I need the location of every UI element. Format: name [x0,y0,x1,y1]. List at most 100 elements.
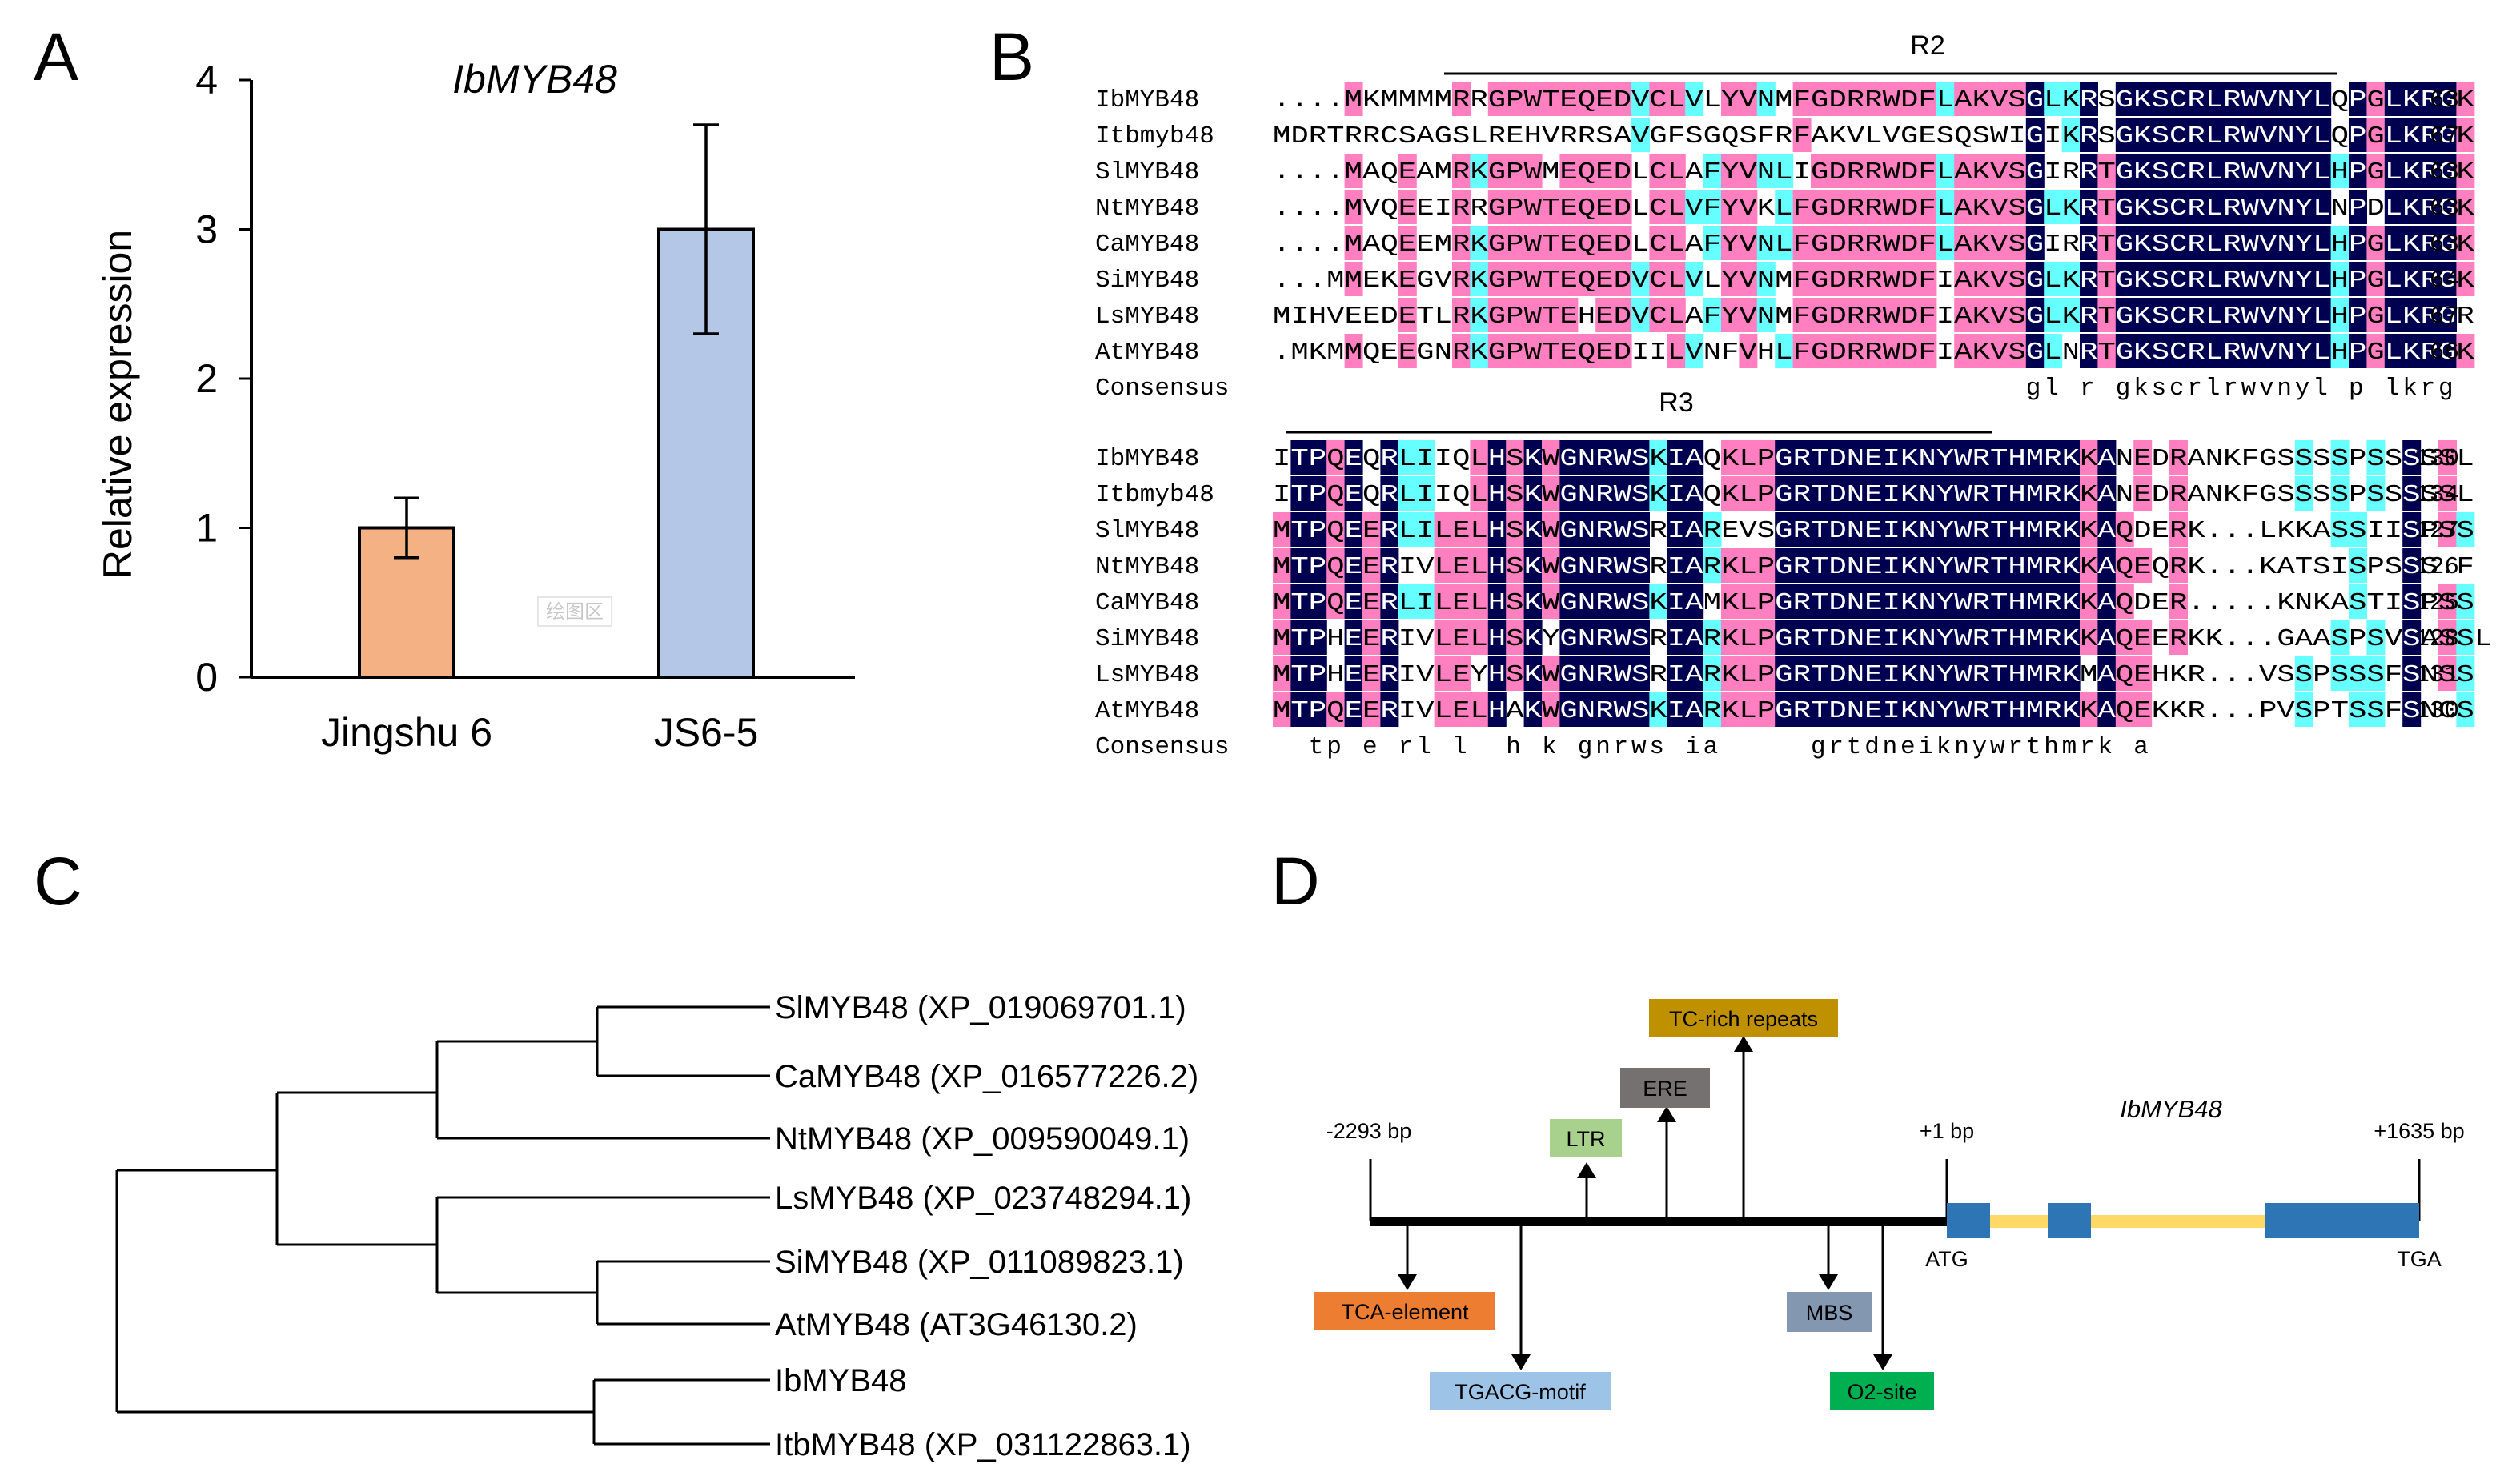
residue-highlight [1595,440,1615,475]
residue-highlight [2349,334,2367,368]
residue-highlight [1918,334,1937,368]
residue-highlight [1523,298,1543,332]
residue-highlight [2187,82,2206,116]
residue-highlight [2456,656,2475,691]
residue-highlight [1918,512,1937,547]
residue-highlight [2438,82,2457,116]
residue-highlight [1918,298,1937,332]
residue-highlight [1542,548,1560,583]
residue-highlight [2080,334,2098,368]
residue-highlight [1452,226,1471,260]
residue-highlight [1756,584,1776,619]
alignment-position: 131 [2414,661,2459,689]
residue-highlight [1542,656,1560,691]
residue-highlight [1703,692,1722,727]
residue-highlight [2061,82,2081,116]
residue-highlight [2115,512,2134,547]
residue-highlight [1828,298,1848,332]
residue-highlight [2008,226,2027,260]
y-axis-label: Relative expression [95,230,140,579]
residue-highlight [1972,82,1991,116]
svg-text:TCA-element: TCA-element [1341,1300,1469,1324]
residue-highlight [2349,692,2367,727]
residue-highlight [1667,190,1686,224]
residue-highlight [1344,226,1363,260]
residue-highlight [2223,154,2242,188]
residue-highlight [2330,476,2350,511]
residue-highlight [1470,226,1489,260]
residue-highlight [2044,440,2063,475]
residue-highlight [2151,118,2170,152]
residue-highlight [2349,118,2367,152]
residue-highlight [1308,548,1327,583]
tree-leaf-label: SlMYB48 (XP_019069701.1) [775,990,1186,1025]
residue-highlight [1900,584,1919,619]
residue-highlight [1631,620,1650,655]
bar-chart: IbMYB48 Relative expression 0 1 2 3 4 Jingsh… [95,57,855,755]
residue-highlight [1846,334,1865,368]
residue-highlight [2044,476,2063,511]
residue-highlight [1434,584,1453,619]
residue-highlight [1273,620,1291,655]
residue-highlight [1434,620,1453,655]
residue-highlight [2115,656,2134,691]
residue-highlight [1792,440,1812,475]
residue-highlight [1792,584,1812,619]
residue-highlight [2456,118,2475,152]
end-label: +1635 bp [2374,1119,2464,1143]
residue-highlight [1452,334,1471,368]
element-o2-site: O2-site [1830,1372,1934,1410]
residue-highlight [1811,548,1829,583]
residue-highlight [2008,190,2027,224]
residue-highlight [2294,154,2313,188]
residue-highlight [1972,548,1991,583]
residue-highlight [2025,118,2045,152]
residue-highlight [2438,190,2457,224]
residue-highlight [1506,548,1525,583]
residue-highlight [2438,298,2457,332]
residue-highlight [1936,154,1955,188]
residue-highlight [1954,512,1973,547]
residue-highlight [1631,82,1650,116]
residue-highlight [2061,692,2081,727]
residue-highlight [1990,476,2008,511]
residue-highlight [1487,226,1507,260]
residue-highlight [2097,656,2117,691]
residue-highlight [2008,548,2027,583]
residue-highlight [1577,620,1596,655]
residue-highlight [1918,692,1937,727]
residue-highlight [1452,298,1471,332]
residue-highlight [1918,262,1937,296]
residue-highlight [2187,298,2206,332]
residue-highlight [2330,262,2350,296]
residue-highlight [1775,620,1794,655]
residue-highlight [1487,154,1507,188]
residue-highlight [1470,548,1489,583]
residue-highlight [2061,584,2081,619]
residue-highlight [2080,440,2098,475]
residue-highlight [1649,154,1668,188]
residue-highlight [2080,82,2098,116]
y-tick-label: 4 [195,58,218,102]
residue-highlight [2277,334,2296,368]
residue-highlight [2205,262,2224,296]
residue-highlight [2277,82,2296,116]
residue-highlight [2205,226,2224,260]
residue-highlight [1631,548,1650,583]
residue-highlight [1649,190,1668,224]
residue-highlight [2330,334,2350,368]
residue-highlight [1739,190,1758,224]
residue-highlight [2008,298,2027,332]
residue-highlight [1882,476,1901,511]
residue-highlight [2115,154,2134,188]
residue-highlight [2366,476,2386,511]
residue-highlight [1470,154,1489,188]
residue-highlight [1972,154,1991,188]
residue-highlight [1273,548,1291,583]
residue-highlight [2025,476,2045,511]
